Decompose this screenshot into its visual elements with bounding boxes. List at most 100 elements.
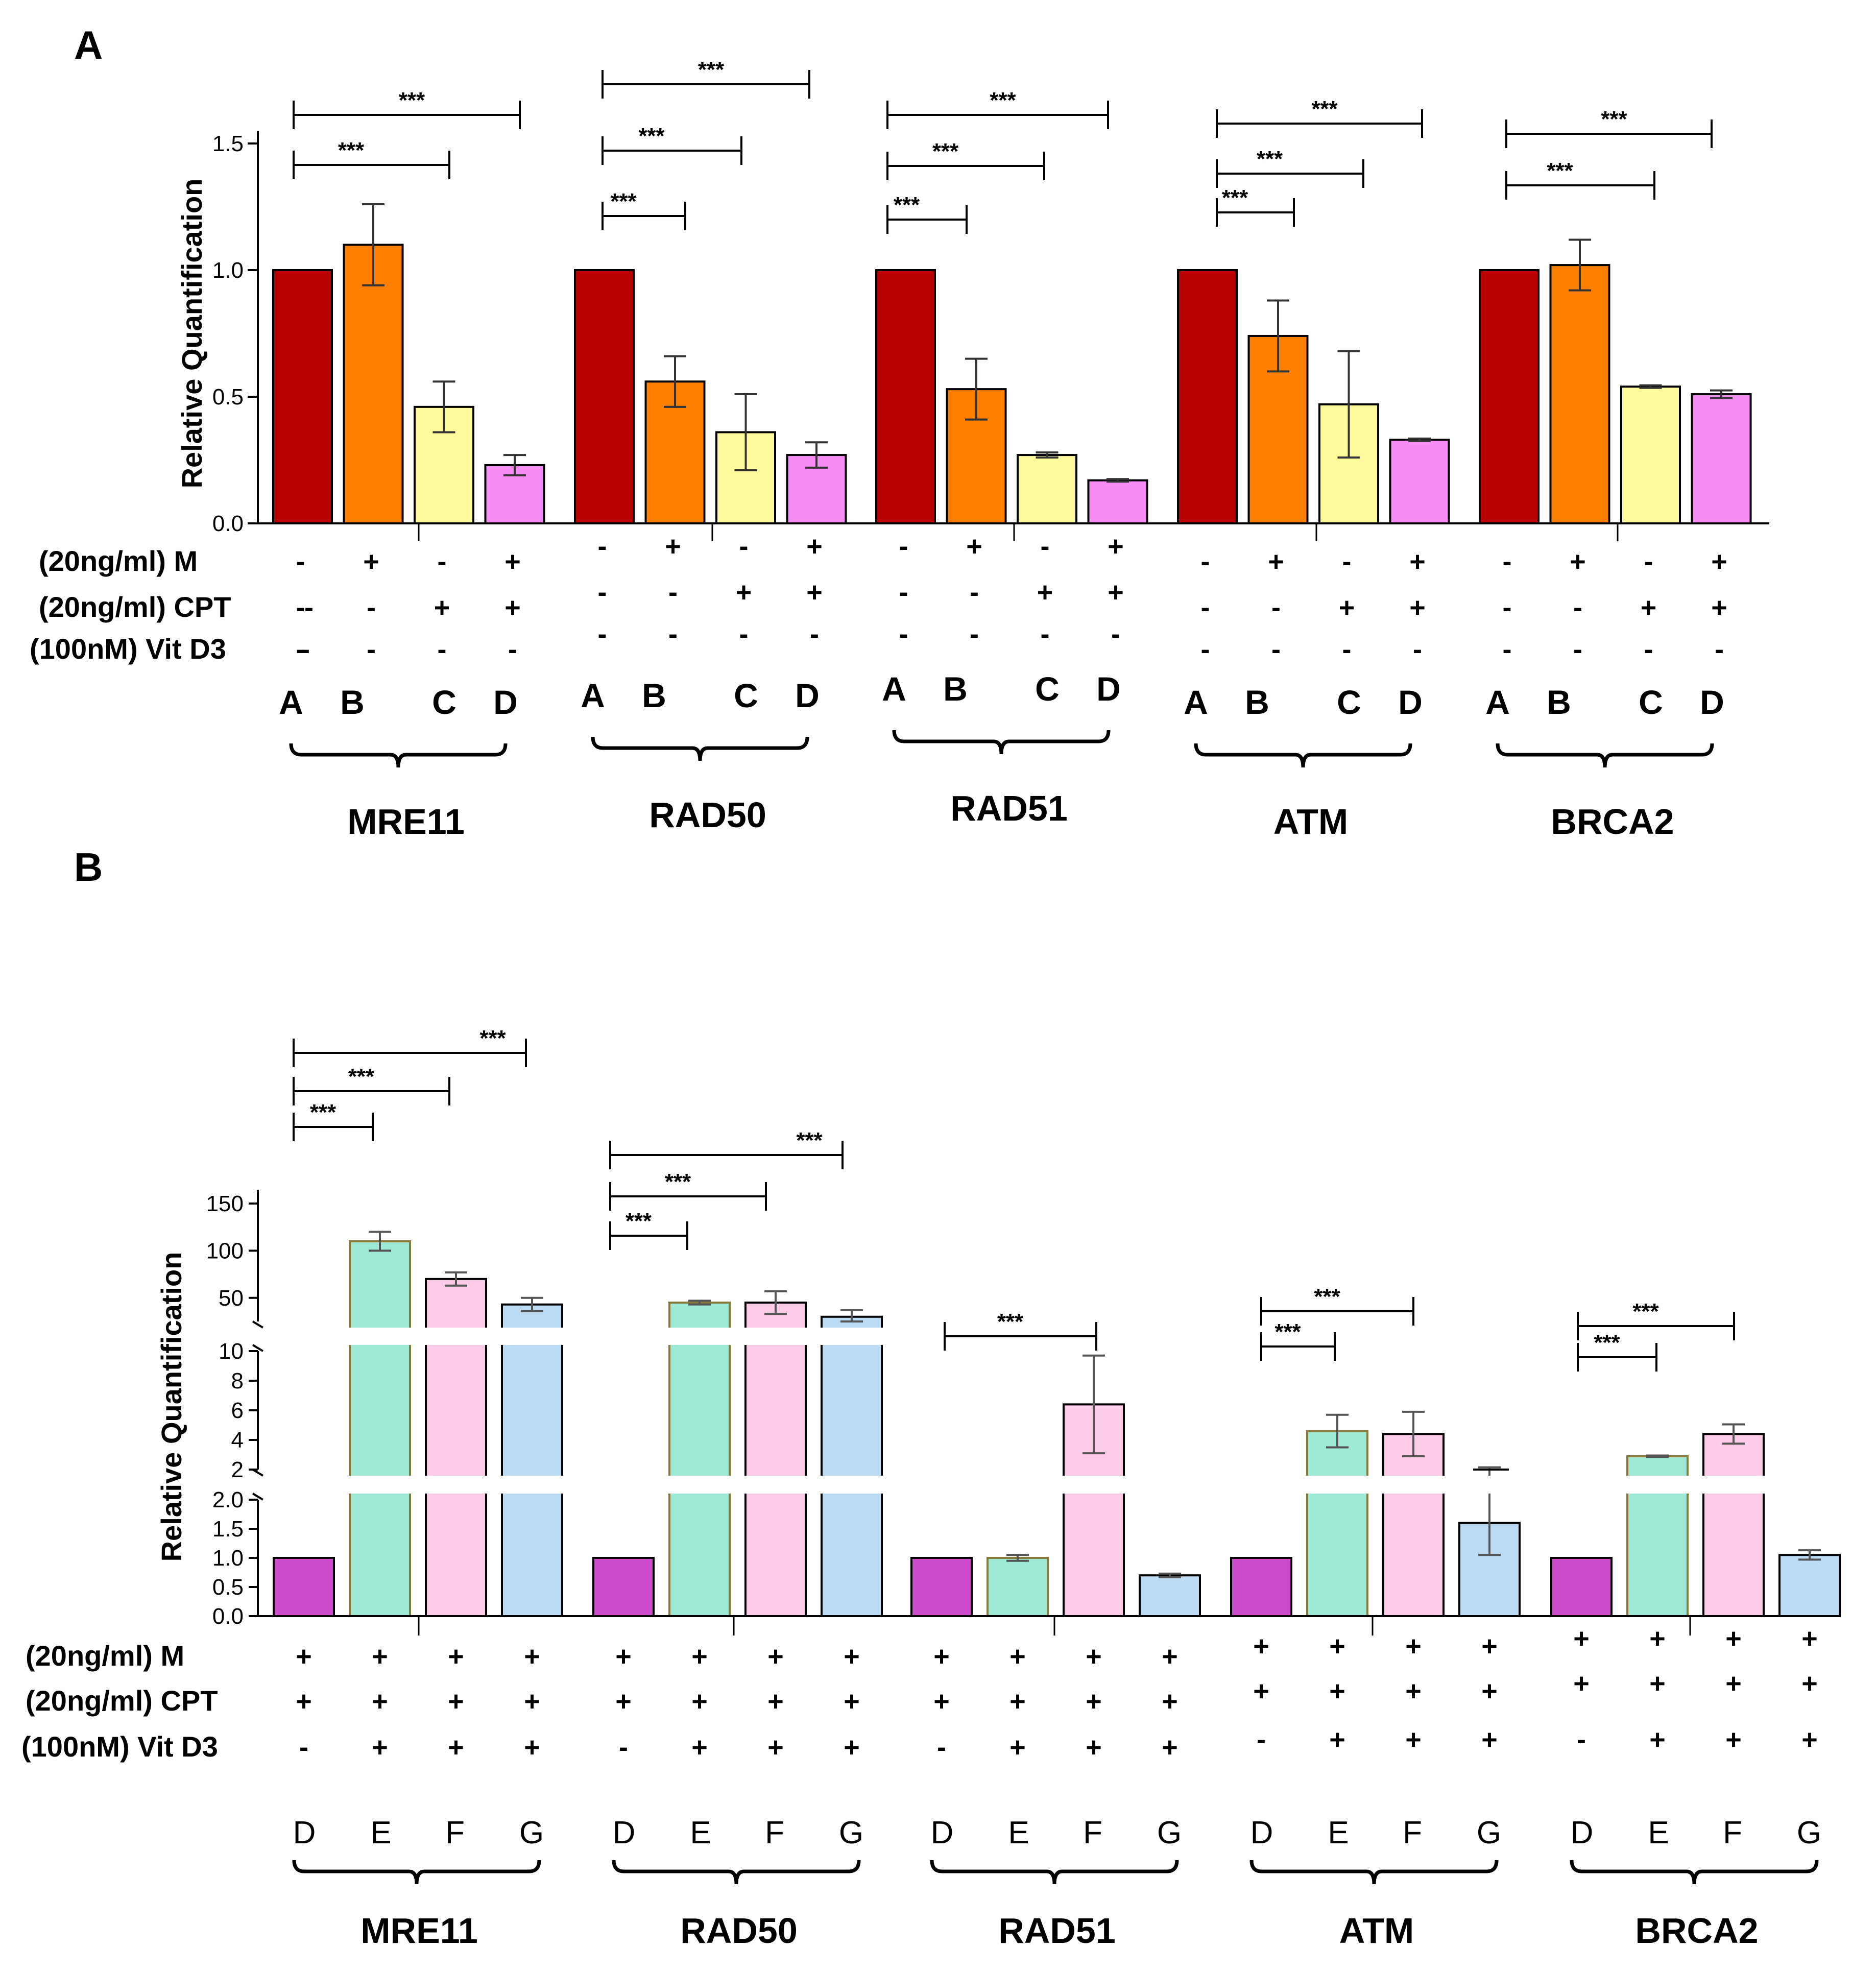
panel-b-axis-break-mark-0 xyxy=(252,1320,264,1329)
panel-a-row-label-0: (20ng/ml) M xyxy=(39,545,198,577)
panel-a-sig-RAD50-0-label: *** xyxy=(610,189,637,214)
panel-a-gene-label-RAD51: RAD51 xyxy=(950,788,1068,828)
panel-b-sign-CPT-BRCA2-G: + xyxy=(1801,1668,1818,1699)
panel-b-y-tick-label-seg1: 10 xyxy=(219,1339,244,1364)
panel-a-bar-ATM-A xyxy=(1177,269,1238,524)
panel-b-sign-VitD3-RAD50-E: + xyxy=(691,1732,708,1763)
panel-b-condition-MRE11-F: F xyxy=(445,1815,465,1850)
panel-b-brace-BRCA2 xyxy=(1570,1860,1819,1885)
panel-a-sign-M-RAD50-D: + xyxy=(806,531,823,562)
panel-b-sign-CPT-RAD51-E: + xyxy=(1009,1686,1026,1717)
panel-b-sign-M-RAD50-E: + xyxy=(691,1641,708,1672)
panel-b-gene-label-RAD51: RAD51 xyxy=(998,1911,1116,1951)
panel-b-bar-MRE11-D xyxy=(273,1557,335,1617)
panel-b-chart: Relative Quantification + + + + + + + + - + + + D E F G M… xyxy=(21,1026,1844,1951)
panel-a-sign-M-RAD51-B: + xyxy=(966,531,982,562)
panel-a-sign-M-MRE11-C: - xyxy=(438,546,447,577)
panel-b-condition-RAD51-F: F xyxy=(1083,1815,1102,1850)
panel-a-sign-VitD3-BRCA2-C: - xyxy=(1644,634,1653,665)
panel-b-bar-BRCA2-D xyxy=(1550,1557,1613,1617)
panel-a-bar-BRCA2-A xyxy=(1479,269,1540,524)
panel-a-sign-VitD3-ATM-A: - xyxy=(1201,634,1210,665)
panel-b-sign-VitD3-BRCA2-G: + xyxy=(1801,1724,1818,1755)
panel-b-sign-VitD3-RAD51-G: + xyxy=(1162,1732,1178,1763)
panel-b-sign-CPT-RAD50-E: + xyxy=(691,1686,708,1717)
panel-b-condition-BRCA2-D: D xyxy=(1571,1815,1594,1850)
panel-a-sign-CPT-MRE11-B: - xyxy=(367,592,376,623)
panel-a-sign-VitD3-BRCA2-B: - xyxy=(1573,634,1582,665)
panel-a-sign-VitD3-RAD50-D: - xyxy=(810,619,819,650)
panel-b-letter: B xyxy=(74,845,103,889)
panel-a-condition-MRE11-D: D xyxy=(493,683,518,721)
panel-a-condition-MRE11-A: A xyxy=(279,683,303,721)
panel-b-y-tick-label-seg0: 2.0 xyxy=(212,1487,244,1512)
panel-b-sign-M-RAD51-D: + xyxy=(933,1641,950,1672)
panel-b-sig-RAD51-0-label: *** xyxy=(997,1309,1024,1334)
panel-a-condition-MRE11-B: B xyxy=(340,683,365,721)
panel-a-sign-M-RAD51-C: - xyxy=(1041,531,1050,562)
panel-a-sig-MRE11-1-label: *** xyxy=(399,88,425,113)
panel-b-sign-CPT-RAD51-D: + xyxy=(933,1686,950,1717)
panel-b-condition-ATM-G: G xyxy=(1477,1815,1501,1850)
panel-a-sign-M-ATM-D: + xyxy=(1409,546,1426,577)
panel-a-sign-M-BRCA2-D: + xyxy=(1711,546,1727,577)
panel-b-sign-VitD3-RAD51-D: - xyxy=(937,1732,946,1763)
panel-b-gene-label-MRE11: MRE11 xyxy=(360,1911,478,1951)
panel-b-y-tick-label-seg2: 100 xyxy=(206,1238,244,1263)
panel-b-y-tick-label-seg1: 2 xyxy=(231,1457,244,1482)
panel-a-bar-MRE11-A xyxy=(272,269,333,524)
panel-a-sign-CPT-RAD50-C: + xyxy=(736,577,752,608)
panel-a-sign-M-RAD50-C: - xyxy=(739,531,749,562)
panel-a-sign-CPT-RAD51-C: + xyxy=(1037,577,1053,608)
panel-a-sign-VitD3-MRE11-B: - xyxy=(367,634,376,665)
panel-b-sig-BRCA2-0-label: *** xyxy=(1594,1330,1620,1355)
panel-a-sign-CPT-RAD50-D: + xyxy=(806,577,823,608)
panel-b-y-tick-label-seg0: 1.0 xyxy=(212,1546,244,1571)
panel-a-sign-CPT-BRCA2-D: + xyxy=(1711,592,1727,623)
panel-a-condition-RAD51-B: B xyxy=(943,670,968,708)
panel-a-bar-RAD51-D xyxy=(1087,479,1148,524)
panel-b-axis-break-mark-1 xyxy=(252,1344,264,1352)
panel-b-condition-BRCA2-F: F xyxy=(1723,1815,1742,1850)
panel-a-bar-BRCA2-B xyxy=(1549,264,1610,525)
panel-a-sig-MRE11-0-label: *** xyxy=(338,138,365,163)
panel-a-sign-CPT-ATM-B: - xyxy=(1271,592,1281,623)
panel-a-sig-RAD51-1-label: *** xyxy=(932,139,959,164)
panel-b-bar-RAD50-D xyxy=(592,1557,655,1617)
panel-b-condition-RAD51-E: E xyxy=(1008,1815,1029,1850)
panel-a-sign-CPT-MRE11-A: - xyxy=(296,592,305,623)
panel-b-sig-ATM-0-label: *** xyxy=(1274,1319,1301,1344)
panel-b-sign-VitD3-MRE11-G: + xyxy=(524,1732,540,1763)
panel-a-sign-M-RAD51-D: + xyxy=(1108,531,1124,562)
panel-b-sign-M-RAD51-E: + xyxy=(1009,1641,1026,1672)
panel-a-sign-VitD3-RAD50-B: - xyxy=(668,619,678,650)
panel-a-sig-RAD51-0-label: *** xyxy=(894,193,920,218)
panel-a-sign-M-RAD50-B: + xyxy=(665,531,681,562)
panel-a-cpt-leading-sign: - xyxy=(304,592,314,623)
panel-a-condition-BRCA2-D: D xyxy=(1700,683,1724,721)
panel-b-sign-CPT-RAD50-F: + xyxy=(767,1686,784,1717)
panel-b-y-tick-label-seg0: 0.0 xyxy=(212,1604,244,1629)
panel-a-sign-VitD3-RAD51-C: - xyxy=(1041,619,1050,650)
panel-b-sign-M-ATM-F: + xyxy=(1405,1631,1422,1662)
panel-b-sign-CPT-MRE11-G: + xyxy=(524,1686,540,1717)
panel-a-y-axis-title: Relative Quantification xyxy=(176,179,208,489)
panel-b-axis-break-mark-3 xyxy=(252,1493,264,1501)
panel-a-condition-ATM-B: B xyxy=(1245,683,1269,721)
panel-a-condition-RAD50-D: D xyxy=(795,677,820,714)
panel-a-row-label-1: (20ng/ml) CPT xyxy=(39,591,231,623)
panel-b-sig-ATM-1-label: *** xyxy=(1314,1284,1340,1309)
panel-b-sign-VitD3-ATM-D: - xyxy=(1257,1724,1266,1755)
panel-a-sign-VitD3-RAD50-C: - xyxy=(739,619,749,650)
panel-b-sign-VitD3-RAD50-F: + xyxy=(767,1732,784,1763)
panel-b-condition-RAD50-F: F xyxy=(765,1815,784,1850)
panel-a-sign-CPT-BRCA2-A: - xyxy=(1503,592,1512,623)
panel-a-letter: A xyxy=(74,22,103,67)
panel-a-gene-label-RAD50: RAD50 xyxy=(649,795,766,835)
panel-b-condition-ATM-D: D xyxy=(1250,1815,1273,1850)
panel-a-brace-RAD50 xyxy=(591,736,809,761)
panel-a-y-tick-label: 0.0 xyxy=(212,511,244,536)
panel-b-gene-label-ATM: ATM xyxy=(1339,1911,1414,1951)
panel-b-sign-CPT-MRE11-D: + xyxy=(296,1686,312,1717)
panel-b-sign-VitD3-BRCA2-F: + xyxy=(1725,1724,1742,1755)
